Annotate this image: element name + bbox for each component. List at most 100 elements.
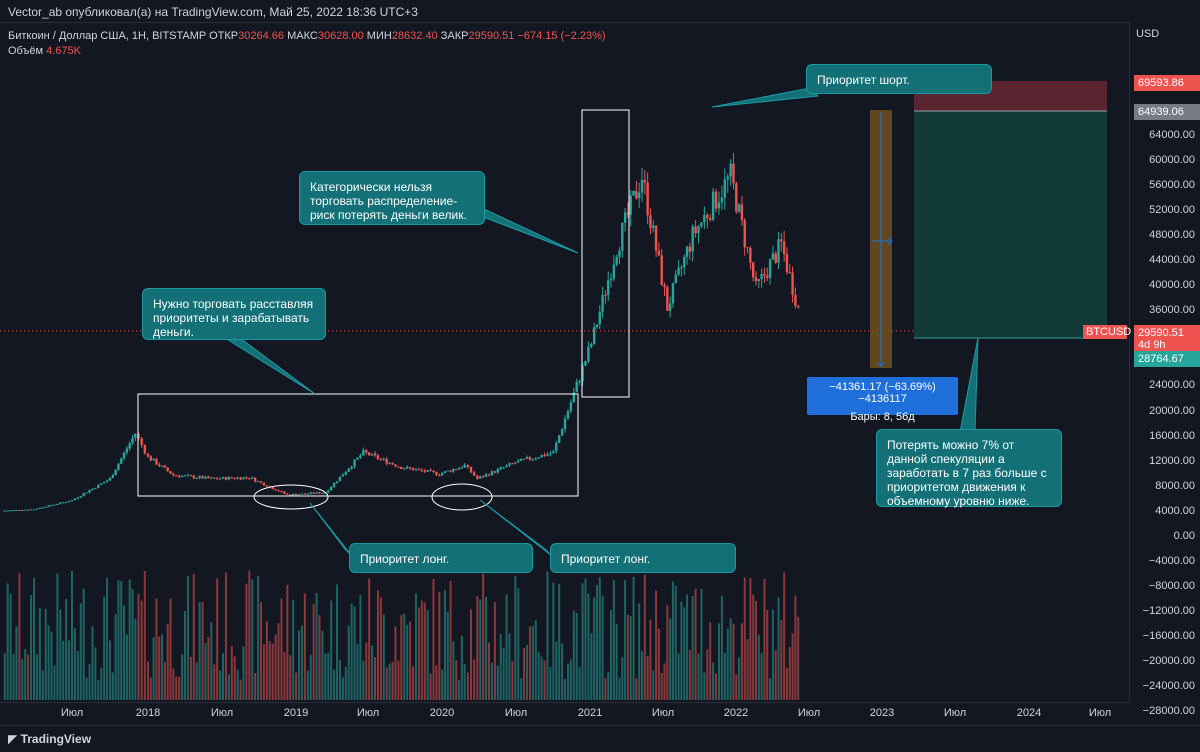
volume-bar bbox=[587, 593, 590, 700]
volume-bar bbox=[700, 588, 703, 700]
volume-bar bbox=[755, 600, 757, 700]
volume-bar bbox=[371, 645, 374, 700]
volume-bar bbox=[274, 634, 277, 700]
volume-bar bbox=[709, 622, 712, 700]
symbol-tag-text: BTCUSD bbox=[1086, 326, 1132, 338]
candle-body bbox=[435, 471, 438, 475]
entry-price-tag: 64939.06 bbox=[1134, 104, 1200, 120]
volume-bar bbox=[715, 673, 718, 700]
price-tick: −16000.00 bbox=[1142, 629, 1195, 642]
volume-bar bbox=[38, 608, 41, 700]
tradingview-logo[interactable]: ◤ TradingView bbox=[8, 732, 91, 746]
volume-label: Объём bbox=[8, 45, 44, 57]
candle-body bbox=[703, 214, 706, 223]
volume-bar bbox=[706, 649, 709, 700]
candle-body bbox=[429, 470, 432, 472]
volume-bar bbox=[482, 573, 485, 700]
volume-bar bbox=[181, 654, 184, 700]
volume-bar bbox=[794, 595, 797, 700]
volume-bar bbox=[743, 577, 746, 700]
pointer-no-trade bbox=[468, 207, 579, 254]
volume-bar bbox=[508, 633, 511, 700]
volume-bar bbox=[56, 573, 59, 700]
volume-bar bbox=[549, 667, 552, 700]
candle-body bbox=[751, 262, 755, 278]
candle-body bbox=[300, 493, 304, 495]
volume-bar bbox=[455, 660, 458, 700]
candle-body bbox=[654, 225, 658, 251]
candle-body bbox=[297, 494, 301, 496]
candle-body bbox=[218, 478, 222, 480]
candle-body bbox=[180, 475, 184, 477]
candle-body bbox=[595, 324, 599, 328]
volume-bars bbox=[3, 570, 800, 700]
price-tick: 60000.00 bbox=[1149, 154, 1195, 167]
volume-bar bbox=[68, 640, 71, 700]
callout-no-trade[interactable]: Категорически нельзя торговать распредел… bbox=[299, 171, 485, 225]
volume-bar bbox=[134, 618, 137, 700]
callout-long-priority-1[interactable]: Приоритет лонг. bbox=[349, 543, 533, 573]
candle-body bbox=[321, 492, 324, 494]
candle-body bbox=[788, 272, 791, 274]
candle-body bbox=[663, 284, 666, 288]
price-tick: 20000.00 bbox=[1149, 404, 1195, 417]
volume-bar bbox=[726, 628, 729, 700]
volume-bar bbox=[333, 669, 336, 700]
volume-bar bbox=[649, 619, 652, 700]
candle-body bbox=[414, 469, 418, 471]
volume-bar bbox=[632, 576, 635, 700]
candle-body bbox=[680, 267, 683, 269]
volume-bar bbox=[543, 660, 546, 700]
volume-bar bbox=[24, 649, 27, 700]
candle-body bbox=[131, 437, 134, 444]
volume-bar bbox=[15, 626, 18, 700]
candle-body bbox=[149, 456, 153, 461]
candle-body bbox=[626, 212, 630, 215]
candle-body bbox=[502, 467, 505, 469]
candle-body bbox=[794, 294, 797, 306]
pointer-long-1 bbox=[309, 502, 353, 557]
price-tick: 12000.00 bbox=[1149, 454, 1195, 467]
volume-bar bbox=[143, 571, 146, 700]
candle-body bbox=[79, 496, 82, 498]
price-chart[interactable] bbox=[0, 0, 1129, 702]
candle-body bbox=[629, 195, 632, 215]
volume-bar bbox=[230, 646, 233, 700]
time-tick: Июл bbox=[356, 707, 380, 719]
candle-body bbox=[120, 458, 123, 464]
volume-bar bbox=[426, 609, 429, 700]
callout-risk-reward[interactable]: Потерять можно 7% от данной спекуляции а… bbox=[876, 429, 1062, 508]
callout-short-priority[interactable]: Приоритет шорт. bbox=[806, 64, 992, 94]
volume-bar bbox=[114, 613, 117, 700]
candle-body bbox=[362, 449, 365, 456]
candle-body bbox=[253, 477, 257, 482]
candle-body bbox=[791, 272, 794, 295]
candle-body bbox=[382, 458, 385, 460]
candle-body bbox=[329, 486, 333, 491]
volume-bar bbox=[723, 652, 726, 700]
candle-body bbox=[575, 381, 578, 393]
volume-bar bbox=[341, 677, 344, 700]
chart-area[interactable] bbox=[0, 22, 1129, 703]
candle-body bbox=[125, 448, 129, 453]
callout-trade-priorities[interactable]: Нужно торговать расставляя приоритеты и … bbox=[142, 288, 326, 340]
candle-body bbox=[286, 493, 289, 495]
volume-bar bbox=[432, 578, 435, 700]
volume-bar bbox=[227, 674, 230, 700]
time-tick: Июл bbox=[797, 707, 821, 719]
measure-label[interactable]: −41361.17 (−63.69%) −4136117 Бары: 8, 56… bbox=[807, 377, 958, 423]
volume-bar bbox=[558, 583, 561, 700]
time-axis[interactable]: Июл 2018 Июл 2019 Июл 2020 Июл 2021 Июл 2022 Июл 20… bbox=[0, 702, 1129, 725]
candle-body bbox=[391, 462, 394, 465]
candle-body bbox=[100, 483, 103, 485]
volume-bar bbox=[537, 651, 540, 700]
candle-body bbox=[777, 239, 780, 263]
volume-bar bbox=[502, 647, 505, 700]
callout-long-priority-2[interactable]: Приоритет лонг. bbox=[550, 543, 736, 573]
candle-body bbox=[67, 501, 71, 503]
volume-bar bbox=[172, 668, 175, 700]
candle-body bbox=[420, 469, 423, 471]
volume-bar bbox=[400, 615, 403, 700]
volume-bar bbox=[123, 605, 126, 700]
candle-body bbox=[236, 477, 239, 479]
